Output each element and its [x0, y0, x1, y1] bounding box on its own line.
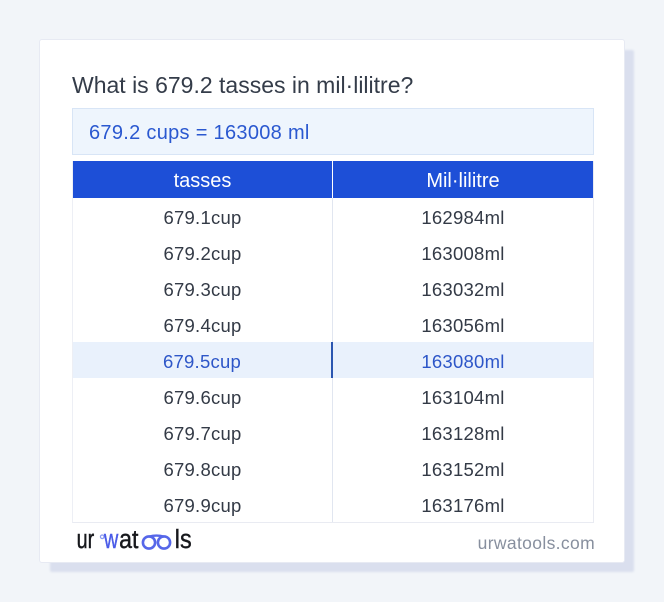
svg-text:w: w: [103, 526, 119, 554]
svg-text:ur: ur: [77, 526, 95, 554]
svg-text:at: at: [119, 526, 138, 554]
svg-text:ls: ls: [175, 526, 192, 554]
